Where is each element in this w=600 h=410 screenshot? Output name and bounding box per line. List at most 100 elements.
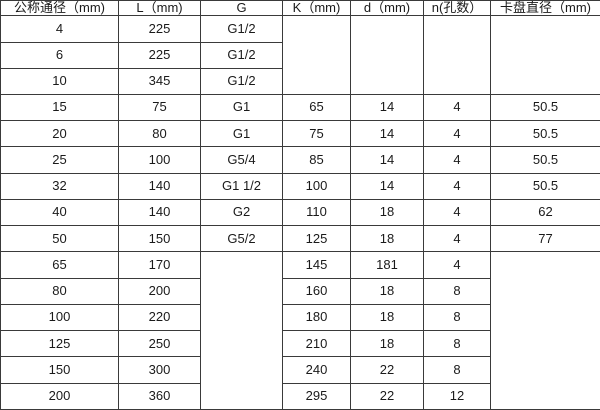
table-row: 6 225 G1/2 xyxy=(0,41,600,69)
cell-k: 100 xyxy=(282,172,351,200)
cell-k: 160 xyxy=(282,277,351,305)
cell-d: 14 xyxy=(350,93,424,122)
cell-thread-empty-merged xyxy=(200,251,283,410)
cell-flange-diameter: 50.5 xyxy=(490,93,600,122)
cell-thread: G1/2 xyxy=(200,67,283,96)
cell-thread: G5/4 xyxy=(200,146,283,174)
cell-k: 295 xyxy=(282,382,351,410)
cell-d: 14 xyxy=(350,146,424,174)
cell-length: 250 xyxy=(118,330,201,358)
table-row: 20 80 G1 75 14 4 50.5 xyxy=(0,120,600,148)
table-row: 40 140 G2 110 18 4 62 xyxy=(0,198,600,227)
cell-d: 18 xyxy=(350,225,424,253)
cell-flange-empty-merged-top xyxy=(490,15,600,95)
cell-flange-empty-merged-bottom xyxy=(490,251,600,410)
cell-k: 125 xyxy=(282,225,351,253)
cell-hole-count: 12 xyxy=(423,382,491,410)
cell-n-empty-merged xyxy=(423,15,491,95)
cell-k: 85 xyxy=(282,146,351,174)
table-row: 80 200 160 18 8 xyxy=(0,277,600,305)
cell-nominal-diameter: 4 xyxy=(0,15,119,43)
cell-nominal-diameter: 80 xyxy=(0,277,119,305)
cell-nominal-diameter: 25 xyxy=(0,146,119,174)
cell-thread: G1 xyxy=(200,93,283,122)
cell-nominal-diameter: 150 xyxy=(0,356,119,384)
table-row: 15 75 G1 65 14 4 50.5 xyxy=(0,93,600,122)
cell-length: 225 xyxy=(118,41,201,69)
cell-thread: G1/2 xyxy=(200,15,283,43)
cell-d: 18 xyxy=(350,277,424,305)
column-header-hole-count: n(孔数） xyxy=(423,0,491,17)
cell-flange-diameter: 50.5 xyxy=(490,146,600,174)
column-header-thread: G xyxy=(200,0,283,17)
cell-nominal-diameter: 15 xyxy=(0,93,119,122)
cell-length: 80 xyxy=(118,120,201,148)
column-header-d: d（mm) xyxy=(350,0,424,17)
cell-nominal-diameter: 20 xyxy=(0,120,119,148)
cell-k: 180 xyxy=(282,303,351,332)
table-row: 32 140 G1 1/2 100 14 4 50.5 xyxy=(0,172,600,200)
cell-flange-diameter: 62 xyxy=(490,198,600,227)
column-header-nominal-diameter: 公称通径（mm) xyxy=(0,0,119,17)
cell-flange-diameter: 50.5 xyxy=(490,120,600,148)
cell-length: 150 xyxy=(118,225,201,253)
cell-nominal-diameter: 100 xyxy=(0,303,119,332)
cell-length: 225 xyxy=(118,15,201,43)
cell-d: 181 xyxy=(350,251,424,279)
cell-hole-count: 8 xyxy=(423,303,491,332)
cell-length: 345 xyxy=(118,67,201,96)
table-row: 150 300 240 22 8 xyxy=(0,356,600,384)
table-row: 125 250 210 18 8 xyxy=(0,330,600,358)
cell-thread: G1 xyxy=(200,120,283,148)
cell-hole-count: 8 xyxy=(423,277,491,305)
cell-nominal-diameter: 200 xyxy=(0,382,119,410)
cell-nominal-diameter: 32 xyxy=(0,172,119,200)
cell-d: 14 xyxy=(350,120,424,148)
cell-thread: G5/2 xyxy=(200,225,283,253)
cell-hole-count: 4 xyxy=(423,172,491,200)
cell-hole-count: 4 xyxy=(423,198,491,227)
cell-nominal-diameter: 65 xyxy=(0,251,119,279)
cell-nominal-diameter: 40 xyxy=(0,198,119,227)
column-header-k: K（mm) xyxy=(282,0,351,17)
cell-d-empty-merged xyxy=(350,15,424,95)
cell-hole-count: 8 xyxy=(423,356,491,384)
cell-length: 200 xyxy=(118,277,201,305)
cell-hole-count: 4 xyxy=(423,251,491,279)
cell-length: 170 xyxy=(118,251,201,279)
cell-nominal-diameter: 50 xyxy=(0,225,119,253)
cell-d: 22 xyxy=(350,356,424,384)
table-row: 25 100 G5/4 85 14 4 50.5 xyxy=(0,146,600,174)
cell-thread: G1 1/2 xyxy=(200,172,283,200)
table-header-row: 公称通径（mm) L（mm) G K（mm) d（mm) n(孔数） 卡盘直径（… xyxy=(0,0,600,17)
cell-k: 145 xyxy=(282,251,351,279)
cell-d: 18 xyxy=(350,198,424,227)
cell-length: 140 xyxy=(118,198,201,227)
cell-k: 210 xyxy=(282,330,351,358)
cell-k: 65 xyxy=(282,93,351,122)
cell-hole-count: 4 xyxy=(423,225,491,253)
cell-nominal-diameter: 125 xyxy=(0,330,119,358)
cell-k: 75 xyxy=(282,120,351,148)
cell-hole-count: 4 xyxy=(423,146,491,174)
cell-flange-diameter: 77 xyxy=(490,225,600,253)
cell-k-empty-merged xyxy=(282,15,351,95)
cell-hole-count: 8 xyxy=(423,330,491,358)
cell-thread: G1/2 xyxy=(200,41,283,69)
cell-flange-diameter: 50.5 xyxy=(490,172,600,200)
cell-d: 18 xyxy=(350,330,424,358)
cell-hole-count: 4 xyxy=(423,93,491,122)
cell-length: 140 xyxy=(118,172,201,200)
column-header-flange-diameter: 卡盘直径（mm) xyxy=(490,0,600,17)
cell-length: 100 xyxy=(118,146,201,174)
table-row: 65 170 145 181 4 xyxy=(0,251,600,410)
column-header-length: L（mm) xyxy=(118,0,201,17)
cell-d: 22 xyxy=(350,382,424,410)
cell-nominal-diameter: 10 xyxy=(0,67,119,96)
cell-d: 18 xyxy=(350,303,424,332)
cell-thread: G2 xyxy=(200,198,283,227)
cell-length: 220 xyxy=(118,303,201,332)
cell-d: 14 xyxy=(350,172,424,200)
cell-k: 110 xyxy=(282,198,351,227)
